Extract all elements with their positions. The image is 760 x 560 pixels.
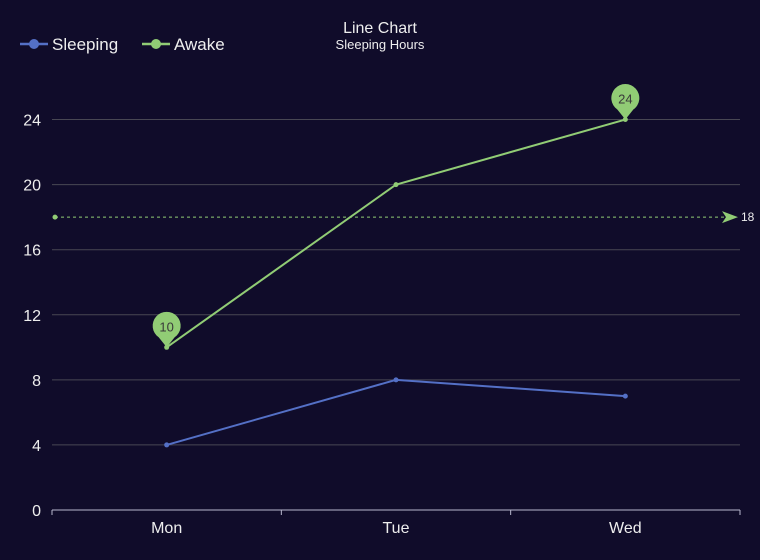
markpoint-layer: 10 24: [152, 84, 640, 348]
y-tick-label: 12: [23, 308, 41, 325]
y-tick-label: 8: [32, 373, 41, 390]
chart-subtitle: Sleeping Hours: [336, 37, 425, 52]
y-tick-label: 24: [23, 113, 41, 130]
x-tick-label-wed: Wed: [609, 520, 642, 537]
chart-title: Line Chart: [343, 20, 417, 37]
y-tick-label: 16: [23, 243, 41, 260]
series-layer: [164, 117, 628, 448]
legend-marker-awake: [151, 39, 161, 49]
markpoint-label-wed: 24: [618, 92, 632, 107]
grid-layer: [52, 119, 740, 446]
y-tick-label: 0: [32, 503, 41, 520]
y-tick-label: 4: [32, 438, 41, 455]
markpoint-pin-wed: [611, 84, 640, 120]
data-point-sleeping-wed: [622, 393, 628, 399]
markline-layer: 18: [52, 210, 755, 224]
markline-arrow: [722, 211, 738, 224]
data-point-sleeping-tue: [393, 377, 399, 383]
legend-item-awake[interactable]: Awake: [142, 35, 225, 54]
legend-marker-sleeping: [29, 39, 39, 49]
series-line-awake: [166, 118, 626, 349]
x-tick-label-mon: Mon: [151, 520, 182, 537]
data-point-awake-tue: [393, 182, 399, 188]
series-line-sleeping: [166, 378, 626, 446]
markpoint-pin-mon: [152, 311, 181, 348]
y-tick-label: 20: [23, 178, 41, 195]
x-tick-label-tue: Tue: [383, 520, 410, 537]
legend-label-awake: Awake: [174, 35, 225, 54]
markline-label: 18: [741, 210, 755, 224]
legend-item-sleeping[interactable]: Sleeping: [20, 35, 118, 54]
markpoint-label-mon: 10: [159, 319, 173, 334]
axis-layer: 0 4 8 12 16 20 24 Mon Tue Wed: [23, 113, 741, 537]
data-point-sleeping-mon: [164, 442, 170, 448]
legend-label-sleeping: Sleeping: [52, 35, 118, 54]
